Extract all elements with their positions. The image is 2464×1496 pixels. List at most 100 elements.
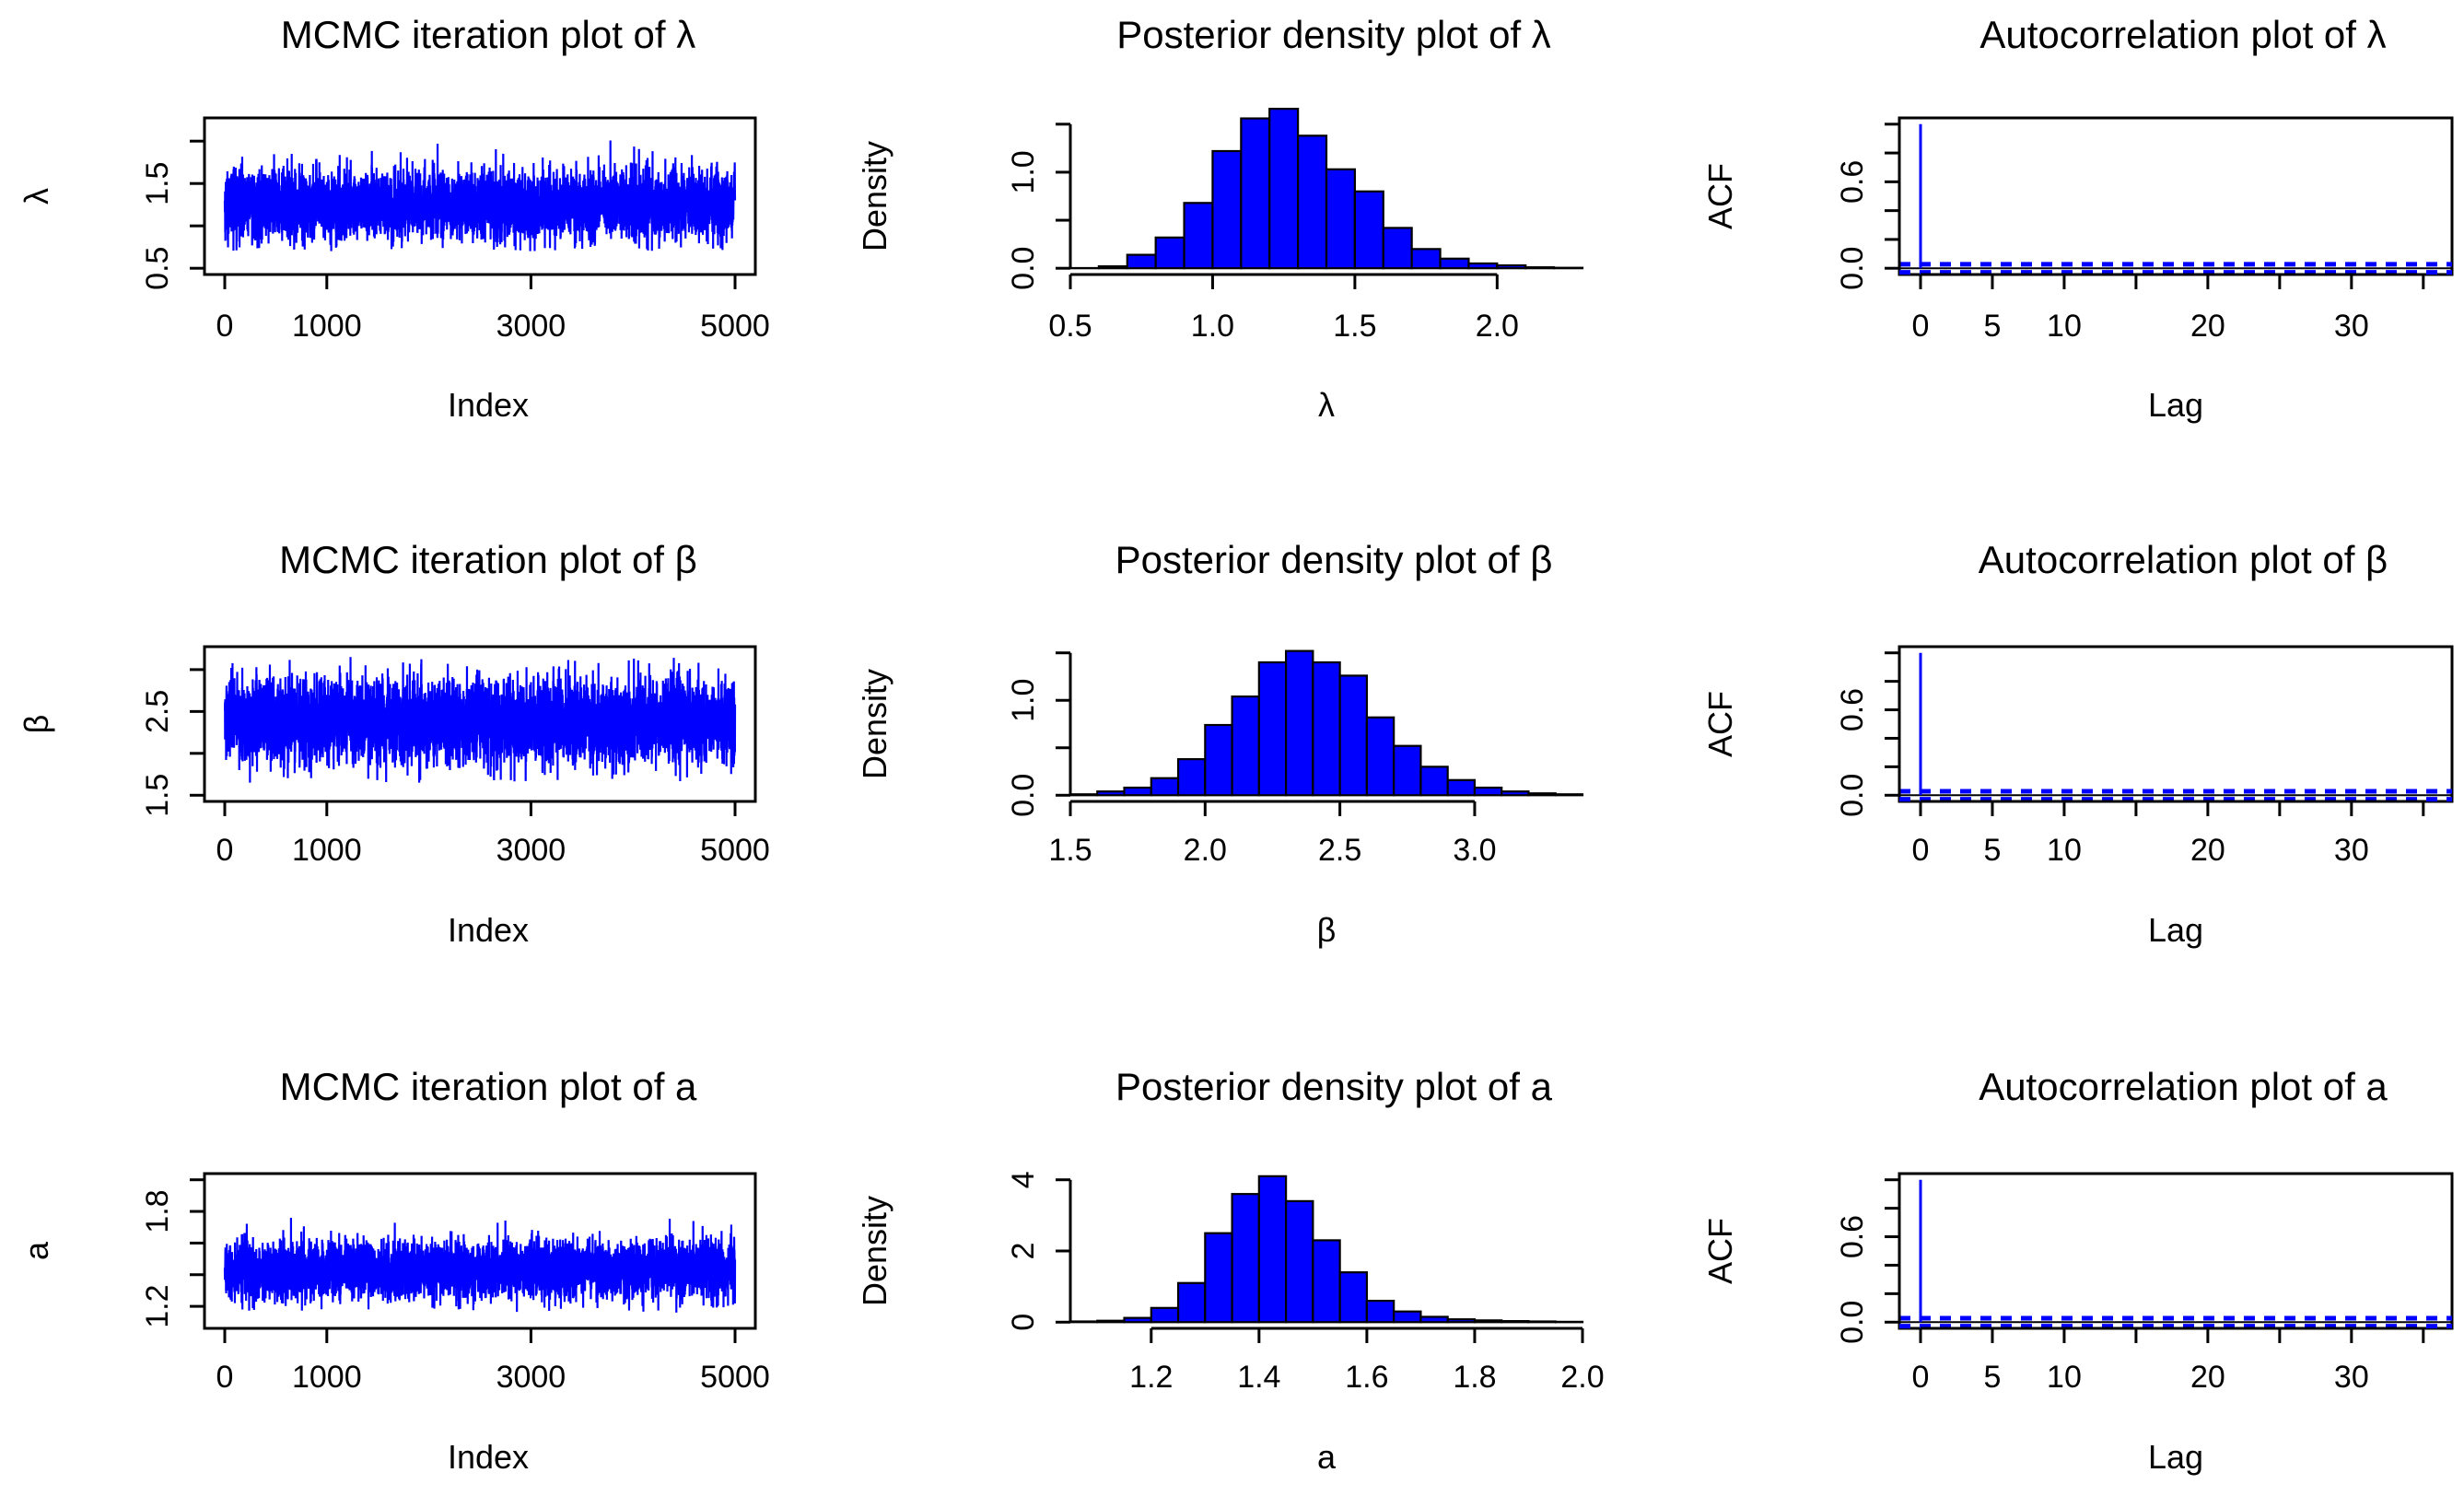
panel-acf-beta: Autocorrelation plot of β 0 5 10 20 30 Lag 0.0 0…	[1701, 538, 2454, 949]
y-tick-label: 0.6	[1835, 688, 1870, 731]
panel-hist-beta: Posterior density plot of β 1.5 2.0 2.5 3.0 β…	[856, 538, 1584, 949]
hist-bar	[1257, 1175, 1288, 1324]
hist-bar	[1183, 202, 1214, 270]
plot-box	[1898, 116, 2454, 276]
hist-bar	[1496, 263, 1527, 270]
x-tick-label: 1.6	[1345, 1360, 1388, 1395]
x-tick-label: 5000	[700, 833, 770, 868]
x-tick-label: 1000	[292, 1360, 362, 1395]
y-tick-label: 1.2	[140, 1284, 175, 1327]
x-tick-label: 10	[2047, 833, 2082, 868]
x-tick-label: 10	[2047, 309, 2082, 344]
hist-bar	[1473, 786, 1503, 797]
x-tick-label: 1.4	[1237, 1360, 1280, 1395]
chart-title: Posterior density plot of β	[1115, 538, 1553, 581]
hist-bar	[1527, 792, 1557, 797]
chart-title: Autocorrelation plot of a	[1979, 1065, 2388, 1108]
hist-bar	[1096, 790, 1126, 797]
hist-bar	[1204, 723, 1233, 797]
hist-bar	[1204, 1232, 1233, 1324]
hist-bar	[1176, 758, 1207, 797]
chart-title: Posterior density plot of a	[1115, 1065, 1553, 1108]
x-axis-label: β	[1317, 911, 1337, 949]
hist-bar	[1126, 253, 1157, 270]
y-axis-label: ACF	[1701, 1218, 1739, 1284]
x-tick-label: 1.5	[1048, 833, 1092, 868]
y-tick-label: 1.0	[1006, 679, 1041, 722]
hist-bar	[1467, 262, 1499, 270]
x-tick-label: 1.8	[1453, 1360, 1496, 1395]
y-tick-label: 0.0	[1835, 1301, 1870, 1344]
chart-title: MCMC iteration plot of a	[280, 1065, 697, 1108]
x-tick-label: 5000	[700, 309, 770, 344]
panel-acf-a: Autocorrelation plot of a 0 5 10 20 30 Lag 0.0 0…	[1701, 1065, 2454, 1476]
hist-bar	[1123, 1316, 1152, 1324]
y-tick-label: 0.6	[1835, 1215, 1870, 1258]
hist-bar	[1439, 257, 1470, 270]
x-axis-label: Lag	[2148, 911, 2203, 949]
x-tick-label: 1.2	[1129, 1360, 1173, 1395]
y-axis-label: Density	[856, 669, 893, 779]
x-axis-label: Lag	[2148, 1438, 2203, 1476]
x-tick-label: 2.0	[1560, 1360, 1604, 1395]
hist-bar	[1501, 790, 1530, 797]
x-tick-label: 20	[2190, 1360, 2225, 1395]
hist-bar	[1365, 1299, 1395, 1324]
x-tick-label: 5000	[700, 1360, 770, 1395]
hist-bar	[1325, 168, 1356, 270]
y-axis-label: λ	[18, 188, 55, 205]
x-tick-label: 30	[2334, 309, 2369, 344]
x-tick-label: 20	[2190, 309, 2225, 344]
x-tick-label: 30	[2334, 833, 2369, 868]
y-axis-label: Density	[856, 141, 893, 251]
x-axis-label: λ	[1318, 386, 1335, 424]
hist-bar	[1527, 1320, 1557, 1324]
hist-bar	[1150, 777, 1180, 797]
x-tick-label: 0	[1912, 309, 1930, 344]
x-tick-label: 2.0	[1476, 309, 1519, 344]
x-tick-label: 2.5	[1318, 833, 1361, 868]
hist-bar	[1473, 1319, 1503, 1324]
hist-bar	[1268, 108, 1300, 270]
y-axis-label: β	[18, 715, 55, 734]
panel-acf-lambda: Autocorrelation plot of λ 0 5 10 20 30 Lag 0.0 0…	[1701, 13, 2454, 424]
x-tick-label: 5	[1984, 833, 2002, 868]
x-tick-label: 1000	[292, 309, 362, 344]
y-tick-label: 0.0	[1006, 774, 1041, 817]
hist-bar	[1097, 265, 1128, 270]
chart-title: Autocorrelation plot of λ	[1979, 13, 2386, 56]
y-tick-label: 0.5	[140, 247, 175, 290]
panel-trace-a: MCMC iteration plot of a 0 1000 3000 5000 Ind…	[18, 1065, 770, 1476]
hist-bar	[1419, 766, 1449, 797]
x-tick-label: 1.0	[1191, 309, 1234, 344]
y-tick-label: 1.5	[140, 162, 175, 205]
x-tick-label: 5	[1984, 1360, 2002, 1395]
x-axis-label: Index	[448, 386, 529, 424]
hist-bar	[1297, 134, 1328, 270]
x-tick-label: 10	[2047, 1360, 2082, 1395]
x-tick-label: 0	[1912, 1360, 1930, 1395]
hist-bar	[1554, 793, 1584, 797]
hist-bar	[1446, 778, 1477, 797]
y-tick-label: 1.0	[1006, 150, 1041, 193]
hist-bar	[1446, 1318, 1477, 1324]
hist-bar	[1382, 227, 1413, 270]
hist-bar	[1257, 660, 1288, 797]
x-axis-label: Index	[448, 1438, 529, 1476]
plot-box	[1898, 1172, 2454, 1330]
x-tick-label: 0	[216, 309, 234, 344]
hist-bar	[1410, 248, 1442, 270]
hist-bar	[1069, 1320, 1099, 1324]
x-tick-label: 3000	[496, 1360, 566, 1395]
hist-bar	[1393, 744, 1422, 797]
hist-bar	[1338, 674, 1368, 797]
y-tick-label: 2.5	[140, 690, 175, 733]
hist-bar	[1338, 1271, 1368, 1324]
y-tick-label: 1.8	[140, 1189, 175, 1233]
hist-bar	[1096, 1319, 1126, 1324]
x-tick-label: 0	[1912, 833, 1930, 868]
hist-bar	[1393, 1310, 1422, 1324]
y-tick-label: 2	[1006, 1243, 1041, 1260]
y-tick-label: 0.0	[1006, 247, 1041, 290]
